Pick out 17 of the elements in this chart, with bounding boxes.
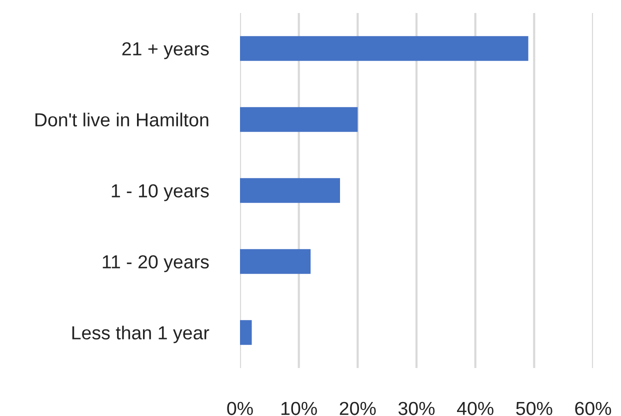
x-tick-label: 50%	[516, 402, 552, 416]
x-tick-label: 30%	[398, 402, 435, 416]
y-tick-label: Less than 1 year	[72, 326, 210, 344]
bar	[240, 178, 340, 203]
x-tick-label: 60%	[575, 402, 612, 416]
bar	[240, 320, 252, 345]
bar	[240, 107, 358, 132]
x-tick-label: 10%	[282, 402, 317, 416]
y-tick-label: 11 - 20 years	[102, 255, 209, 272]
y-tick-label: 21 + years	[122, 42, 209, 60]
y-tick-label: Don't live in Hamilton	[35, 112, 208, 126]
x-tick-label: 0%	[227, 402, 253, 416]
bar	[240, 249, 311, 274]
bar	[240, 36, 528, 61]
x-tick-label: 20%	[340, 402, 376, 416]
x-tick-label: 40%	[457, 402, 494, 416]
y-tick-label: 1 - 10 years	[112, 184, 209, 202]
